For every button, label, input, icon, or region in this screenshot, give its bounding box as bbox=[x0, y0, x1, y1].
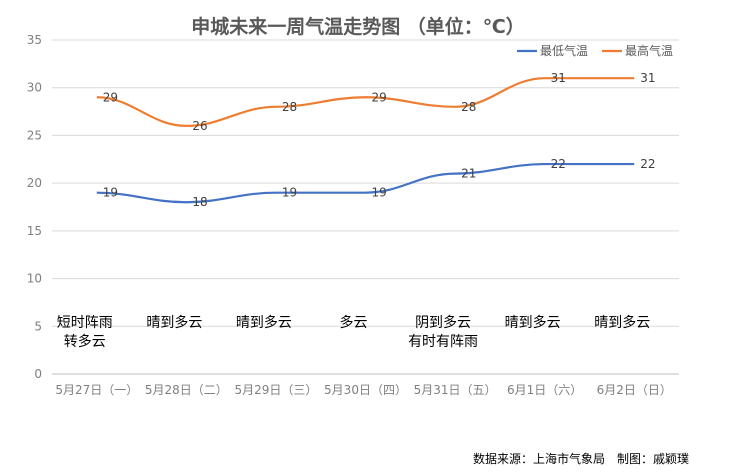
source-note: 数据来源：上海市气象局 制图：戚颖璞 bbox=[473, 451, 689, 466]
weather-label: 晴到多云 bbox=[146, 314, 202, 331]
y-tick-label: 10 bbox=[27, 272, 42, 286]
data-label: 31 bbox=[640, 71, 655, 85]
legend: 最低气温 最高气温 bbox=[517, 43, 673, 58]
weather-label: 多云 bbox=[340, 314, 368, 331]
data-label: 19 bbox=[103, 186, 118, 200]
data-label: 31 bbox=[551, 71, 566, 85]
gridlines bbox=[52, 39, 679, 375]
x-tick-label: 5月31日（五） bbox=[414, 383, 497, 397]
y-tick-label: 5 bbox=[34, 319, 42, 333]
x-axis: 5月27日（一） 5月28日（二） 5月29日（三） 5月30日（四） 5月31日（五）… bbox=[55, 383, 672, 397]
chart-title: 申城未来一周气温走势图 （单位：℃） bbox=[191, 15, 525, 38]
y-tick-label: 15 bbox=[27, 224, 42, 238]
y-tick-label: 30 bbox=[27, 81, 42, 95]
data-label: 19 bbox=[372, 186, 387, 200]
data-label: 28 bbox=[282, 100, 297, 114]
data-label: 22 bbox=[551, 157, 566, 171]
weather-label: 晴到多云 bbox=[236, 314, 292, 331]
series-line-high bbox=[96, 77, 635, 127]
data-label: 18 bbox=[192, 195, 207, 209]
weather-label: 晴到多云 bbox=[505, 314, 561, 331]
y-tick-label: 20 bbox=[27, 176, 42, 190]
legend-label: 最高气温 bbox=[625, 43, 673, 58]
series-lines bbox=[96, 77, 635, 204]
data-label: 28 bbox=[461, 100, 476, 114]
weather-label: 有时有阵雨 bbox=[408, 334, 478, 350]
series-line-low bbox=[96, 162, 635, 204]
data-label: 22 bbox=[640, 157, 655, 171]
data-label: 29 bbox=[372, 90, 387, 104]
y-axis: 0 5 10 15 20 25 30 35 bbox=[27, 33, 42, 381]
x-tick-label: 5月28日（二） bbox=[145, 383, 228, 397]
legend-label: 最低气温 bbox=[540, 43, 588, 58]
weather-label: 晴到多云 bbox=[594, 314, 650, 331]
x-tick-label: 6月1日（六） bbox=[507, 383, 582, 397]
x-tick-label: 5月30日（四） bbox=[324, 383, 407, 397]
x-tick-label: 6月2日（日） bbox=[597, 383, 672, 397]
data-label: 29 bbox=[103, 90, 118, 104]
weather-label: 短时阵雨 bbox=[57, 315, 113, 331]
weather-label: 阴到多云 bbox=[415, 314, 471, 331]
data-label: 26 bbox=[192, 119, 207, 133]
y-tick-label: 25 bbox=[27, 128, 42, 142]
data-labels: 19 18 19 19 21 22 22 29 26 28 29 28 31 31 bbox=[103, 71, 656, 209]
data-label: 21 bbox=[461, 167, 476, 181]
x-tick-label: 5月27日（一） bbox=[55, 383, 138, 397]
y-tick-label: 35 bbox=[27, 33, 42, 47]
y-tick-label: 0 bbox=[34, 367, 42, 381]
data-label: 19 bbox=[282, 186, 297, 200]
weather-label: 转多云 bbox=[64, 333, 106, 350]
x-tick-label: 5月29日（三） bbox=[234, 383, 317, 397]
